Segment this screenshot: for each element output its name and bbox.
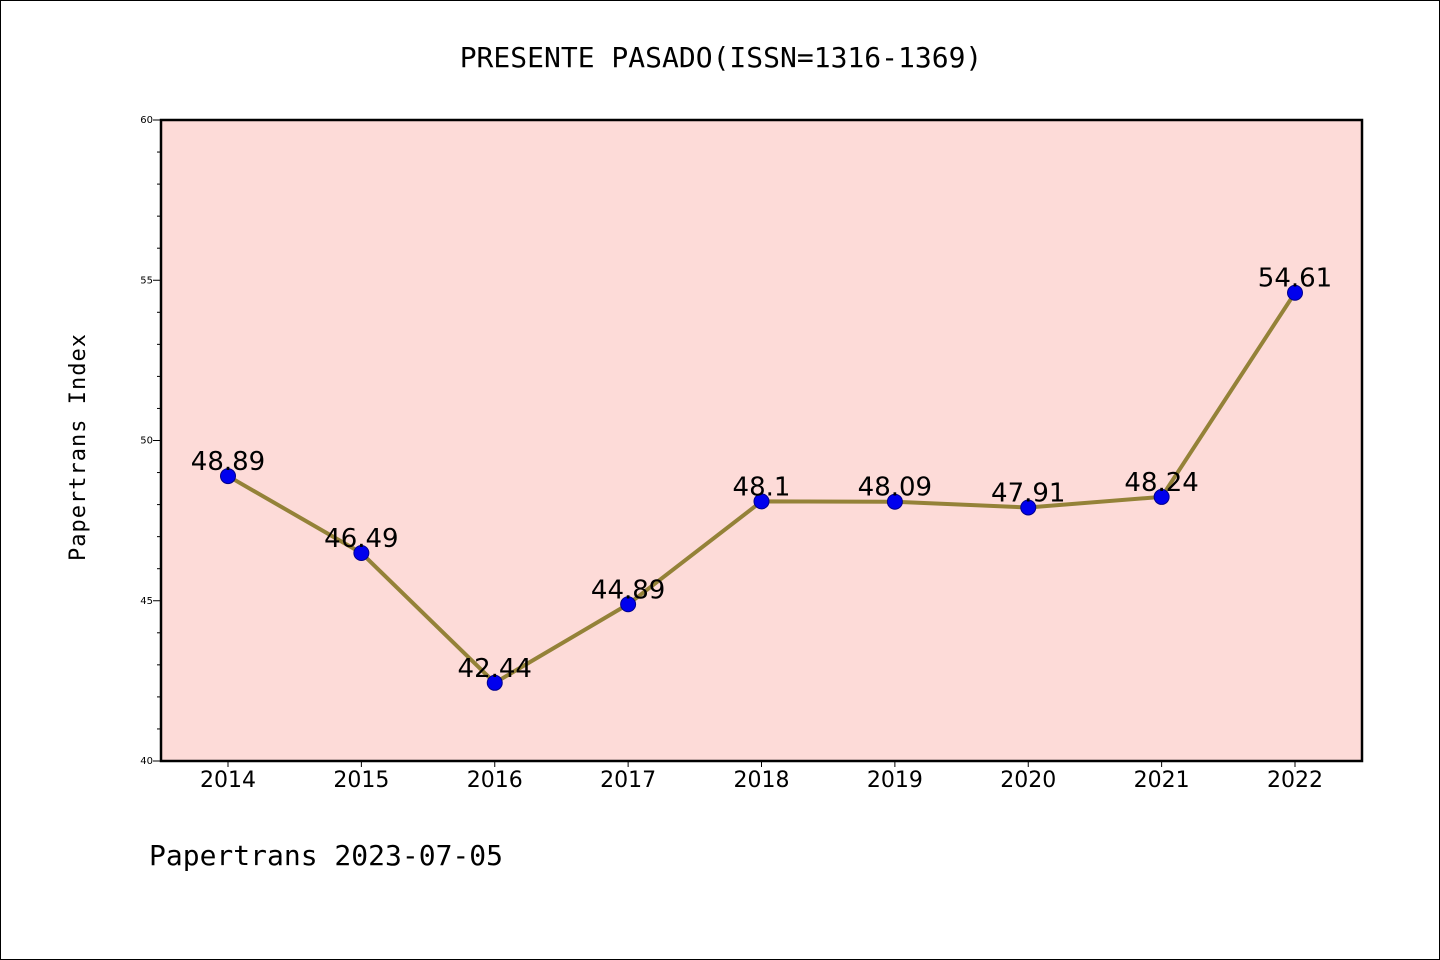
data-label: 48.09 (858, 473, 932, 503)
x-tick-label: 2017 (600, 768, 656, 793)
y-tick-label: 60 (140, 115, 153, 126)
data-label: 44.89 (591, 575, 665, 605)
data-point (886, 493, 903, 510)
data-point (620, 596, 637, 613)
data-label: 48.24 (1124, 468, 1198, 498)
plot-area (161, 120, 1362, 761)
data-point (753, 493, 770, 510)
chart-title: PRESENTE PASADO(ISSN=1316-1369) (460, 41, 983, 74)
x-tick-label: 2015 (333, 768, 389, 793)
data-point (1153, 488, 1170, 505)
data-label: 48.89 (191, 447, 265, 477)
y-tick-label: 45 (140, 596, 153, 607)
data-labels: 48.89 46.49 42.44 44.89 48.1 48.09 47.91 48.24 5… (191, 264, 1332, 684)
x-tick-label: 2021 (1134, 768, 1190, 793)
data-label: 46.49 (324, 524, 398, 554)
y-tick-label: 50 (140, 436, 153, 447)
data-point (1287, 284, 1303, 301)
x-tick-label: 2020 (1000, 768, 1056, 793)
data-label: 42.44 (458, 654, 532, 684)
plot-frame (159, 118, 1364, 763)
x-tick-label: 2019 (867, 768, 923, 793)
data-point (486, 674, 503, 691)
y-tick-label: 55 (140, 275, 153, 286)
x-tick-label: 2022 (1267, 768, 1323, 793)
x-tick-label: 2014 (200, 768, 256, 793)
footer-stamp: Papertrans 2023-07-05 (149, 839, 503, 872)
x-tick-label: 2016 (467, 768, 523, 793)
x-tick-label: 2018 (734, 768, 790, 793)
data-point (353, 544, 370, 561)
axis-ticks: 40 45 50 55 60 2014 2015 2016 2017 2018 2019 2020 20… (140, 115, 1323, 793)
series-markers (220, 284, 1303, 691)
data-point (220, 468, 236, 485)
y-tick-label: 40 (140, 756, 153, 767)
data-label: 48.1 (733, 472, 791, 502)
data-point (1020, 499, 1037, 516)
y-axis-label: Papertrans Index (66, 333, 91, 561)
data-label: 47.91 (991, 478, 1065, 508)
data-label: 54.61 (1258, 264, 1332, 294)
